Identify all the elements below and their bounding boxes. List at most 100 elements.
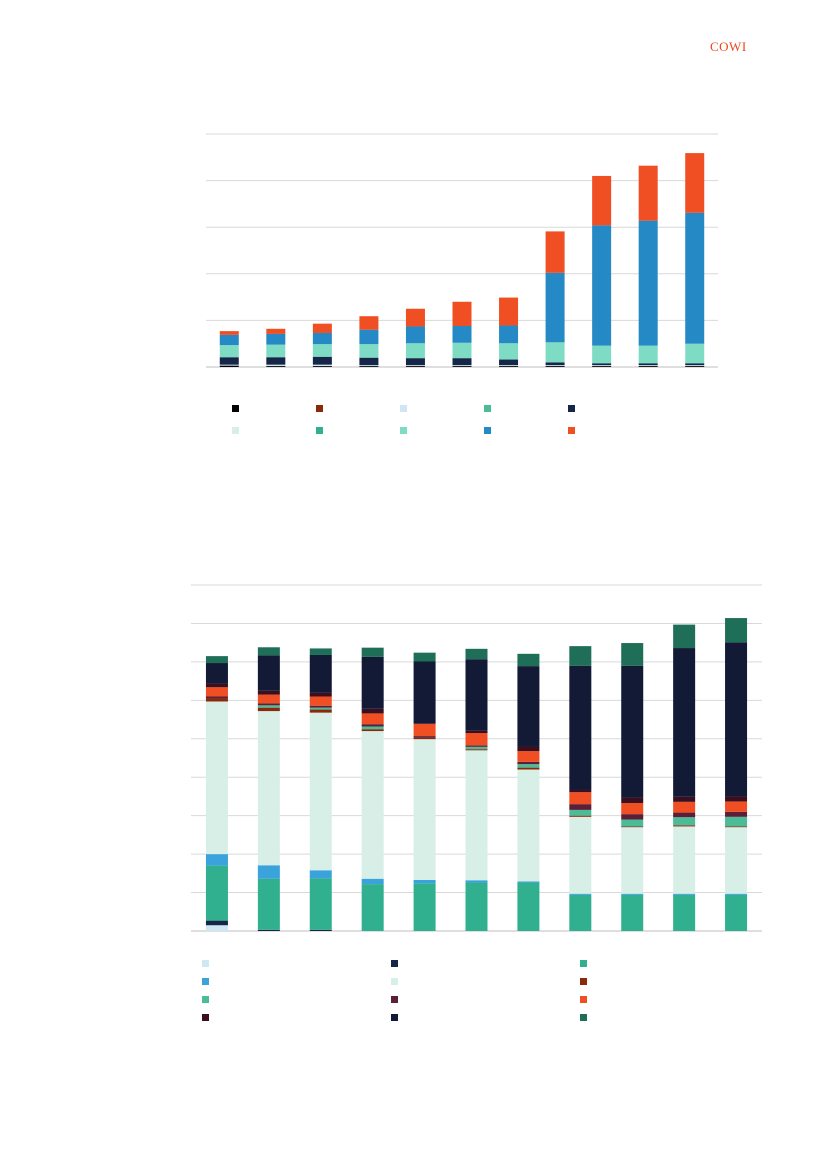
legend-item: [580, 1014, 588, 1022]
chart-2-bar-segment: [361, 729, 384, 732]
chart-2-bar-segment: [465, 882, 488, 931]
legend-item: [202, 996, 210, 1004]
chart-2-bar-segment: [413, 652, 436, 662]
chart-2-bar-segment: [309, 707, 332, 710]
legend-swatch: [391, 960, 398, 967]
chart-2-bar-segment: [725, 827, 748, 894]
chart-1-bar-segment: [405, 365, 425, 367]
chart-2-bar-segment: [413, 661, 436, 724]
legend-swatch: [580, 978, 587, 985]
chart-2-bar-segment: [257, 655, 280, 691]
chart-1-bar-segment: [499, 343, 519, 360]
chart-2-bar-segment: [257, 865, 280, 879]
chart-1-bar-segment: [499, 359, 519, 366]
chart-2-bar-segment: [257, 878, 280, 930]
chart-2-bar-segment: [309, 696, 332, 706]
legend-swatch: [400, 427, 407, 434]
chart-1-bar-segment: [545, 272, 565, 343]
chart-1-bar-segment: [359, 316, 379, 330]
chart-2-bar-segment: [361, 708, 384, 714]
chart-2-bar-segment: [725, 801, 748, 812]
chart-2-bar-segment: [569, 894, 592, 931]
chart-1-bar-segment: [638, 365, 658, 367]
legend-item: [391, 960, 399, 968]
chart-2-bar-segment: [621, 819, 644, 827]
chart-1-bar-segment: [219, 345, 239, 358]
legend-swatch: [580, 960, 587, 967]
chart-1-bar-segment: [638, 165, 658, 221]
chart-2-bar-segment: [569, 893, 592, 895]
chart-2-bar-segment: [257, 707, 280, 712]
legend-swatch: [484, 427, 491, 434]
chart-2-bar-segment: [725, 811, 748, 817]
chart-2-bar-segment: [673, 893, 696, 895]
chart-2-bar-segment: [673, 826, 696, 894]
chart-1-bar-segment: [312, 364, 332, 367]
chart-2-bar-segment: [517, 666, 540, 747]
chart-1-bar-segment: [219, 331, 239, 335]
chart-1-bar-segment: [452, 365, 472, 367]
chart-1-bar-segment: [545, 362, 565, 366]
chart-1-bar-segment: [219, 365, 239, 367]
chart-2-bar-segment: [309, 692, 332, 697]
chart-1-bar-segment: [592, 366, 612, 367]
legend-swatch: [568, 427, 575, 434]
legend-swatch: [484, 405, 491, 412]
chart-2-bar-segment: [569, 816, 592, 894]
chart-2-bar-segment: [205, 925, 228, 931]
chart-2-bar-segment: [725, 618, 748, 643]
chart-1-bar-segment: [592, 345, 612, 364]
chart-1-bar-segment: [405, 343, 425, 359]
chart-2-bar-segment: [569, 792, 592, 805]
chart-2-bar-segment: [309, 705, 332, 708]
chart-2-bar-segment: [205, 698, 228, 702]
legend-swatch: [391, 978, 398, 985]
chart-2-bar-segment: [569, 789, 592, 793]
chart-2-bar-segment: [465, 745, 488, 747]
chart-2-bar-segment: [205, 656, 228, 664]
chart-2-bar-segment: [205, 920, 228, 926]
chart-1-bar-segment: [592, 363, 612, 366]
chart-2-bar-segment: [309, 654, 332, 693]
chart-2-bar-segment: [309, 709, 332, 713]
chart-2-bar-segment: [621, 826, 644, 828]
legend-item: [391, 978, 399, 986]
chart-1-bar-segment: [685, 153, 705, 213]
chart-1-bar-segment: [638, 366, 658, 367]
chart-1-bar-segment: [638, 345, 658, 364]
legend-item: [316, 427, 324, 435]
chart-2-bar-segment: [673, 812, 696, 818]
chart-1-bar-segment: [405, 358, 425, 366]
legend-item: [580, 978, 588, 986]
chart-1-bar-segment: [219, 364, 239, 366]
legend-swatch: [202, 996, 209, 1003]
chart-1-bar-segment: [219, 357, 239, 365]
chart-1-bar-segment: [266, 333, 286, 345]
legend-item: [232, 405, 240, 413]
chart-1-bar-segment: [312, 332, 332, 345]
chart-1-bar-segment: [312, 366, 332, 367]
chart-2-bar-segment: [517, 764, 540, 768]
chart-2-bar-segment: [465, 659, 488, 731]
chart-2-bar-segment: [465, 730, 488, 734]
legend-item: [391, 1014, 399, 1022]
chart-2-bar-segment: [621, 893, 644, 895]
chart-1-bar-segment: [452, 301, 472, 326]
chart-2-bar-segment: [413, 879, 436, 884]
chart-1-bar-segment: [685, 363, 705, 366]
chart-1-bar-segment: [499, 325, 519, 344]
chart-2-bar-segment: [465, 746, 488, 750]
chart-2-bar-segment: [621, 814, 644, 820]
chart-2-bar-segment: [361, 713, 384, 725]
chart-2-bar-segment: [517, 882, 540, 931]
chart-2-bar-segment: [517, 751, 540, 762]
chart-2-bar-segment: [673, 801, 696, 813]
chart-2-bar-segment: [517, 746, 540, 752]
chart-2-bar-segment: [205, 687, 228, 697]
legend-item: [484, 427, 492, 435]
chart-1-bar-segment: [592, 225, 612, 346]
chart-2-bar-segment: [621, 802, 644, 815]
chart-1-bar-segment: [592, 365, 612, 367]
chart-2-bar-segment: [517, 767, 540, 770]
